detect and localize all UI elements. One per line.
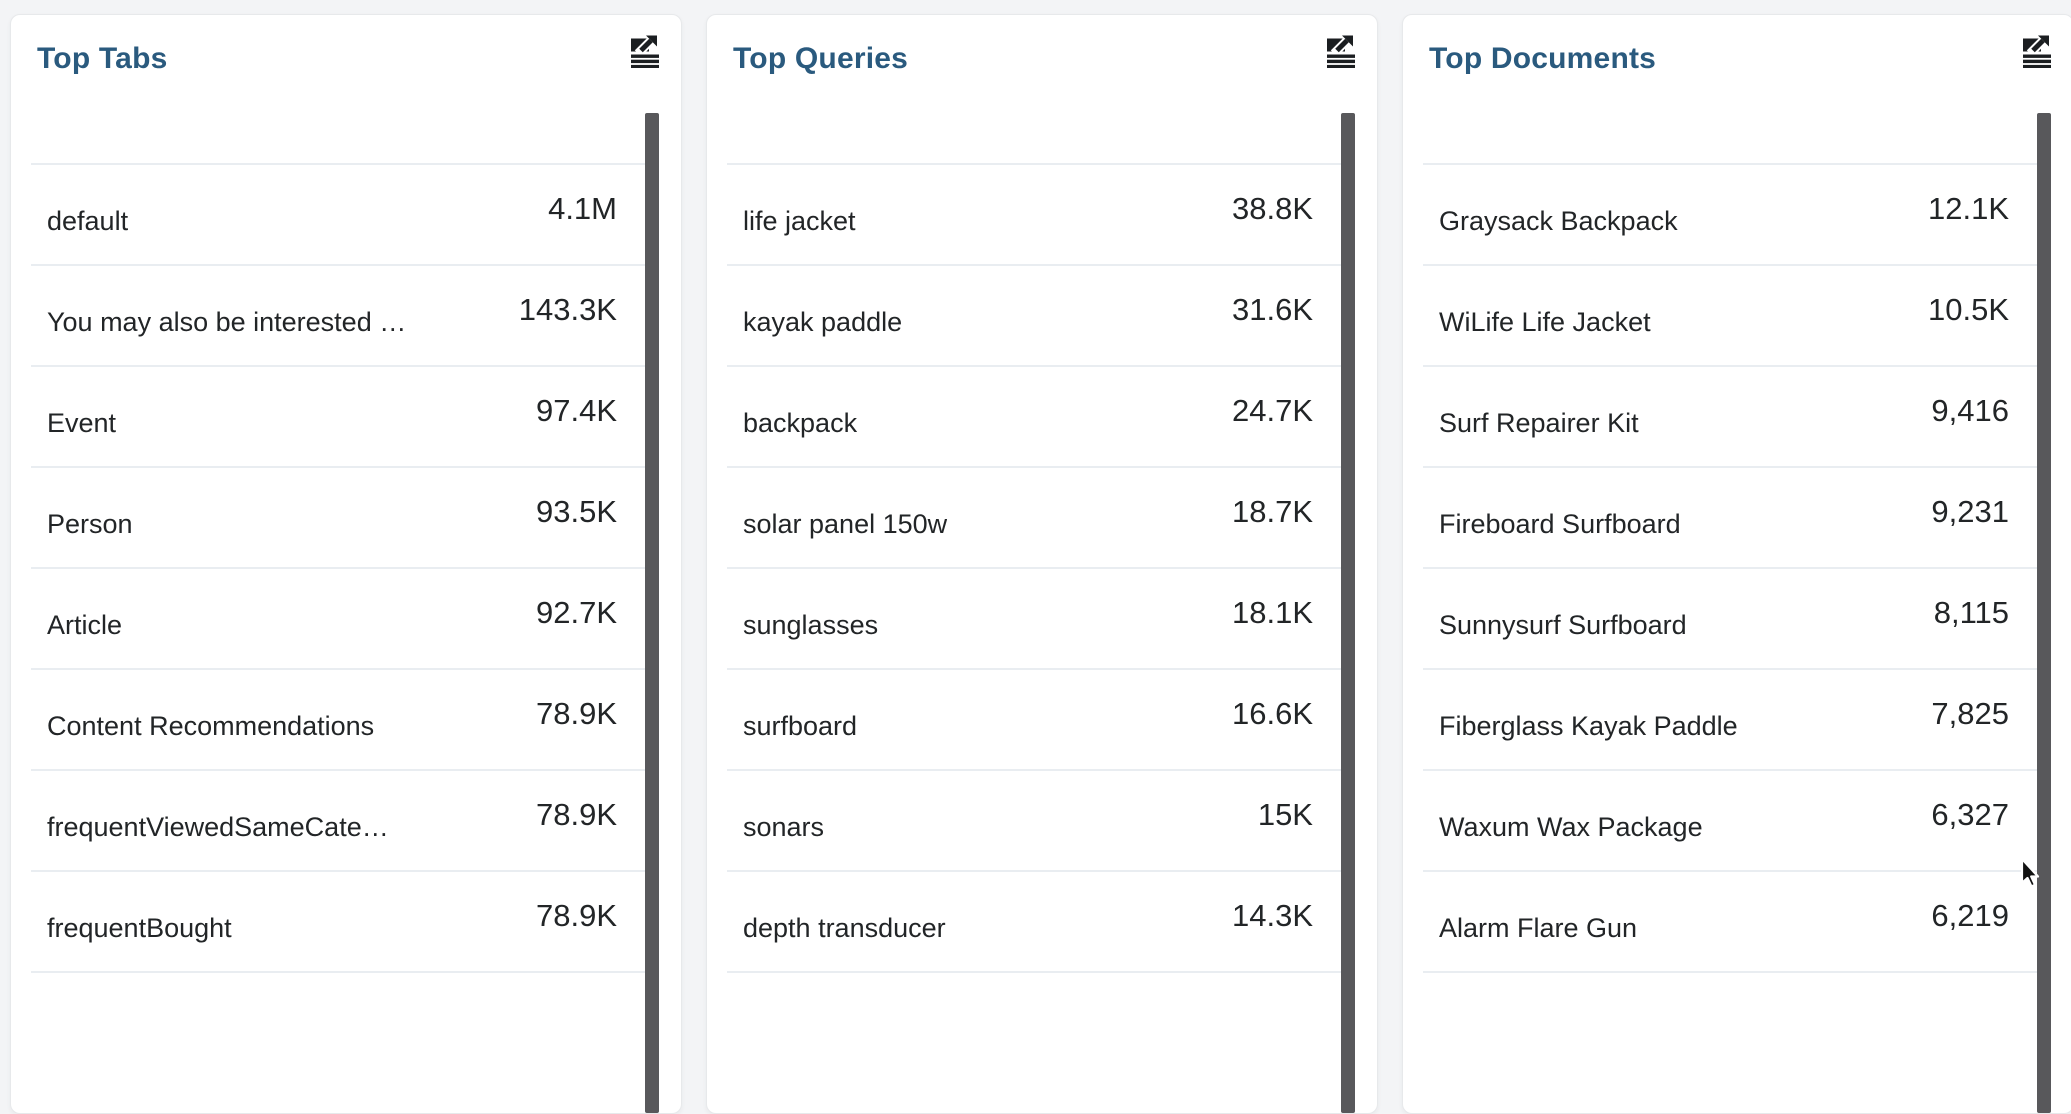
list-item: Alarm Flare Gun 6,219 xyxy=(1423,872,2037,973)
list-item: solar panel 150w 18.7K xyxy=(727,468,1341,569)
table-view-button[interactable] xyxy=(1327,35,1357,68)
item-value: 92.7K xyxy=(535,594,617,630)
list-item: surfboard 16.6K xyxy=(727,670,1341,771)
item-value: 4.1M xyxy=(548,190,617,226)
card-title: Top Queries xyxy=(733,42,909,75)
list-item: depth transducer 14.3K xyxy=(727,872,1341,973)
item-label: backpack xyxy=(743,408,858,438)
item-label: Content Recommendations xyxy=(47,711,375,741)
card-top-queries: Top Queries life jacket 38.8K kayak paddle… xyxy=(706,14,1378,1114)
top-queries-list: life jacket 38.8K kayak paddle 31.6K backpac… xyxy=(727,113,1341,1113)
list-item: Content Recommendations 78.9K xyxy=(31,670,645,771)
item-label: Fireboard Surfboard xyxy=(1439,509,1681,539)
table-view-button[interactable] xyxy=(2023,35,2053,68)
list-item: Fireboard Surfboard 9,231 xyxy=(1423,468,2037,569)
item-value: 78.9K xyxy=(535,695,617,731)
list-item: sonars 15K xyxy=(727,771,1341,872)
list-item: You may also be interested … 143.3K xyxy=(31,266,645,367)
item-value: 38.8K xyxy=(1231,190,1313,226)
table-view-button[interactable] xyxy=(631,35,661,68)
card-title: Top Documents xyxy=(1429,42,1657,75)
list-item: Event 97.4K xyxy=(31,367,645,468)
item-label: Alarm Flare Gun xyxy=(1439,913,1638,943)
item-label: Surf Repairer Kit xyxy=(1439,408,1639,438)
item-value: 15K xyxy=(1257,796,1313,832)
item-value: 7,825 xyxy=(1931,695,2009,731)
item-label: Fiberglass Kayak Paddle xyxy=(1439,711,1738,741)
table-view-icon xyxy=(2023,35,2053,68)
item-value: 78.9K xyxy=(535,796,617,832)
list-item: kayak paddle 31.6K xyxy=(727,266,1341,367)
item-value: 97.4K xyxy=(535,392,617,428)
item-value: 16.6K xyxy=(1231,695,1313,731)
list-item: Waxum Wax Package 6,327 xyxy=(1423,771,2037,872)
item-label: default xyxy=(47,206,129,236)
item-label: sonars xyxy=(743,812,825,842)
item-value: 6,327 xyxy=(1931,796,2009,832)
top-documents-list: Graysack Backpack 12.1K WiLife Life Jacket… xyxy=(1423,113,2037,1113)
item-value: 14.3K xyxy=(1231,897,1313,933)
item-label: depth transducer xyxy=(743,913,946,943)
item-value: 9,416 xyxy=(1931,392,2009,428)
item-label: Event xyxy=(47,408,117,438)
scrollbar[interactable] xyxy=(1341,113,1355,1113)
list-item: Surf Repairer Kit 9,416 xyxy=(1423,367,2037,468)
item-label: surfboard xyxy=(743,711,858,741)
list-item: Graysack Backpack 12.1K xyxy=(1423,165,2037,266)
item-label: life jacket xyxy=(743,206,856,236)
item-value: 24.7K xyxy=(1231,392,1313,428)
item-value: 93.5K xyxy=(535,493,617,529)
item-label: WiLife Life Jacket xyxy=(1439,307,1651,337)
list-item: backpack 24.7K xyxy=(727,367,1341,468)
list-item: Person 93.5K xyxy=(31,468,645,569)
list-item: Fiberglass Kayak Paddle 7,825 xyxy=(1423,670,2037,771)
list-item: Article 92.7K xyxy=(31,569,645,670)
item-value: 18.1K xyxy=(1231,594,1313,630)
item-value: 6,219 xyxy=(1931,897,2009,933)
item-label: kayak paddle xyxy=(743,307,903,337)
item-value: 18.7K xyxy=(1231,493,1313,529)
item-label: Article xyxy=(47,610,123,640)
scrollbar[interactable] xyxy=(2037,113,2051,1113)
list-item: default 4.1M xyxy=(31,165,645,266)
list-item: Sunnysurf Surfboard 8,115 xyxy=(1423,569,2037,670)
table-view-icon xyxy=(1327,35,1357,68)
item-value: 10.5K xyxy=(1927,291,2009,327)
top-tabs-list: default 4.1M You may also be interested … 1… xyxy=(31,113,645,1113)
item-label: Graysack Backpack xyxy=(1439,206,1678,236)
item-value: 31.6K xyxy=(1231,291,1313,327)
list-item: sunglasses 18.1K xyxy=(727,569,1341,670)
item-label: Person xyxy=(47,509,133,539)
list-item: WiLife Life Jacket 10.5K xyxy=(1423,266,2037,367)
item-label: You may also be interested … xyxy=(47,307,407,337)
card-title: Top Tabs xyxy=(37,42,168,75)
item-label: Sunnysurf Surfboard xyxy=(1439,610,1687,640)
item-value: 12.1K xyxy=(1927,190,2009,226)
item-label: frequentViewedSameCate… xyxy=(47,812,389,842)
list-item: frequentViewedSameCate… 78.9K xyxy=(31,771,645,872)
item-value: 9,231 xyxy=(1931,493,2009,529)
list-item: life jacket 38.8K xyxy=(727,165,1341,266)
table-view-icon xyxy=(631,35,661,68)
list-item: frequentBought 78.9K xyxy=(31,872,645,973)
card-top-tabs: Top Tabs default 4.1M You may also be inte… xyxy=(10,14,682,1114)
item-label: sunglasses xyxy=(743,610,879,640)
card-top-documents: Top Documents Graysack Backpack 12.1K WiLi… xyxy=(1402,14,2071,1114)
scrollbar[interactable] xyxy=(645,113,659,1113)
item-value: 143.3K xyxy=(518,291,617,327)
item-value: 78.9K xyxy=(535,897,617,933)
item-label: solar panel 150w xyxy=(743,509,948,539)
item-label: frequentBought xyxy=(47,913,232,943)
item-label: Waxum Wax Package xyxy=(1439,812,1703,842)
item-value: 8,115 xyxy=(1933,594,2009,630)
